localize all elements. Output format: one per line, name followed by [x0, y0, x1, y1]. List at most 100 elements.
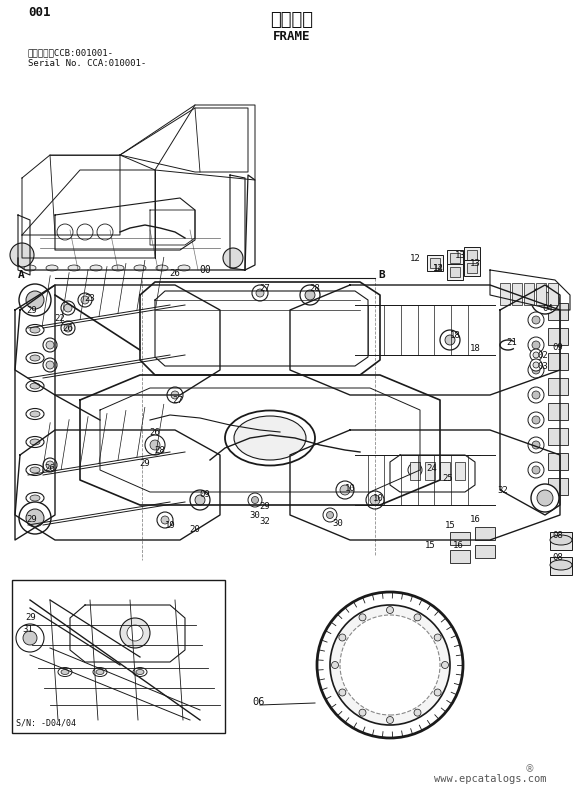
Circle shape — [528, 462, 544, 478]
Circle shape — [252, 497, 259, 504]
Bar — [430, 258, 440, 268]
Ellipse shape — [30, 439, 40, 445]
Text: 26: 26 — [150, 427, 160, 437]
Text: 14: 14 — [433, 264, 443, 272]
Ellipse shape — [30, 327, 40, 333]
Text: 29: 29 — [25, 613, 36, 622]
Text: 18: 18 — [450, 331, 460, 339]
Ellipse shape — [46, 265, 58, 271]
Circle shape — [161, 516, 169, 524]
Circle shape — [359, 614, 366, 621]
Circle shape — [386, 607, 393, 614]
Ellipse shape — [26, 437, 44, 448]
Text: 18: 18 — [469, 343, 480, 353]
Ellipse shape — [26, 380, 44, 391]
Ellipse shape — [550, 535, 572, 545]
Circle shape — [195, 495, 205, 505]
Bar — [425, 462, 435, 480]
Ellipse shape — [134, 265, 146, 271]
Circle shape — [305, 290, 315, 300]
Circle shape — [332, 662, 339, 668]
Circle shape — [46, 341, 54, 349]
Text: B: B — [378, 270, 385, 280]
Ellipse shape — [133, 667, 147, 677]
Circle shape — [330, 605, 450, 725]
Circle shape — [248, 493, 262, 507]
Ellipse shape — [30, 383, 40, 389]
Text: 02: 02 — [537, 350, 548, 360]
Circle shape — [532, 341, 540, 349]
Circle shape — [46, 461, 54, 469]
Circle shape — [533, 352, 539, 358]
Circle shape — [127, 625, 143, 641]
Text: 13: 13 — [469, 258, 480, 268]
Text: 26: 26 — [45, 464, 55, 472]
Text: 22: 22 — [55, 313, 66, 323]
Ellipse shape — [26, 408, 44, 419]
Bar — [548, 378, 568, 395]
Circle shape — [532, 366, 540, 374]
Text: 12: 12 — [410, 253, 421, 263]
Circle shape — [340, 485, 350, 495]
Text: 適用号機　CCB:001001-: 適用号機 CCB:001001- — [28, 48, 114, 57]
Circle shape — [300, 285, 320, 305]
Text: 32: 32 — [260, 518, 270, 527]
Text: 24: 24 — [426, 464, 437, 472]
Circle shape — [339, 634, 346, 641]
Ellipse shape — [26, 464, 44, 475]
Bar — [548, 303, 568, 320]
Circle shape — [434, 634, 441, 641]
Text: 29: 29 — [27, 305, 37, 315]
Text: Serial No. CCA:010001-: Serial No. CCA:010001- — [28, 59, 146, 68]
Circle shape — [78, 293, 92, 307]
Circle shape — [223, 248, 243, 268]
Circle shape — [528, 337, 544, 353]
Circle shape — [157, 512, 173, 528]
Circle shape — [145, 435, 165, 455]
Bar — [550, 532, 572, 550]
Text: 29: 29 — [139, 459, 150, 467]
Text: 03: 03 — [537, 361, 548, 371]
Ellipse shape — [112, 265, 124, 271]
Circle shape — [440, 330, 460, 350]
Bar — [475, 527, 495, 540]
Bar — [548, 478, 568, 495]
Text: 27: 27 — [260, 283, 270, 293]
Bar — [447, 264, 463, 280]
Text: 30: 30 — [333, 519, 343, 527]
Text: 10: 10 — [345, 483, 356, 493]
Ellipse shape — [24, 265, 36, 271]
Text: 16: 16 — [469, 515, 480, 524]
Circle shape — [64, 324, 72, 332]
Text: 19: 19 — [164, 520, 175, 530]
Circle shape — [408, 463, 422, 477]
Bar — [410, 462, 420, 480]
Ellipse shape — [550, 560, 572, 570]
Circle shape — [10, 243, 34, 267]
Circle shape — [23, 631, 37, 645]
Bar — [464, 247, 480, 263]
Text: 15: 15 — [444, 520, 456, 530]
Text: 32: 32 — [497, 486, 508, 494]
Circle shape — [537, 490, 553, 506]
Text: A: A — [18, 270, 25, 280]
Bar — [548, 453, 568, 470]
Text: 30: 30 — [250, 511, 260, 519]
Text: 26: 26 — [63, 323, 73, 332]
Circle shape — [317, 592, 463, 738]
Text: 28: 28 — [310, 283, 320, 293]
Circle shape — [46, 361, 54, 369]
Text: フレーム: フレーム — [271, 11, 314, 29]
Text: 12: 12 — [433, 264, 443, 272]
Circle shape — [414, 614, 421, 621]
Text: 08: 08 — [553, 530, 564, 540]
Ellipse shape — [26, 324, 44, 335]
Circle shape — [19, 502, 51, 534]
Text: 15: 15 — [425, 541, 435, 549]
Circle shape — [256, 289, 264, 297]
Bar — [500, 283, 510, 305]
Circle shape — [442, 662, 449, 668]
Bar — [467, 250, 477, 260]
Bar — [512, 283, 522, 305]
Bar — [450, 267, 460, 277]
